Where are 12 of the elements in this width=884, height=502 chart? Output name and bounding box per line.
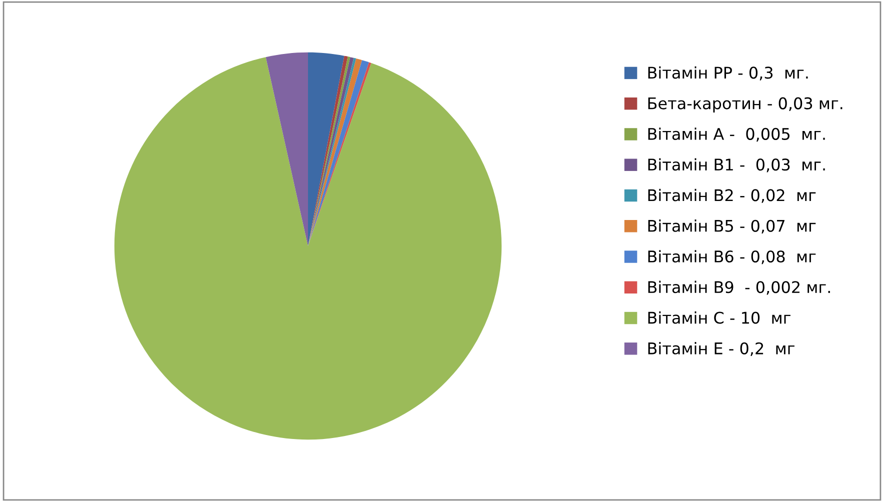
pie-slice bbox=[114, 57, 502, 440]
legend-label: Вітамін В1 - 0,03 мг. bbox=[648, 158, 825, 172]
legend-label: Вітамін В2 - 0,02 мг bbox=[648, 188, 816, 203]
legend-label: Вітамін С - 10 мг bbox=[648, 311, 790, 324]
legend-label: Вітамін В9 - 0,002 мг. bbox=[648, 280, 830, 295]
legend-label: Вітамін А - 0,005 мг. bbox=[648, 128, 825, 142]
legend-label: Вітамін В5 - 0,07 мг bbox=[648, 220, 816, 234]
pie-slice bbox=[266, 52, 308, 246]
legend-label: Вітамін Е - 0,2 мг bbox=[648, 342, 794, 356]
legend-label: Бета-каротин - 0,03 мг. bbox=[648, 97, 842, 112]
legend-label: Вітамін РР - 0,3 мг. bbox=[648, 66, 808, 80]
legend-label: Вітамін В6 - 0,08 мг bbox=[648, 250, 816, 264]
